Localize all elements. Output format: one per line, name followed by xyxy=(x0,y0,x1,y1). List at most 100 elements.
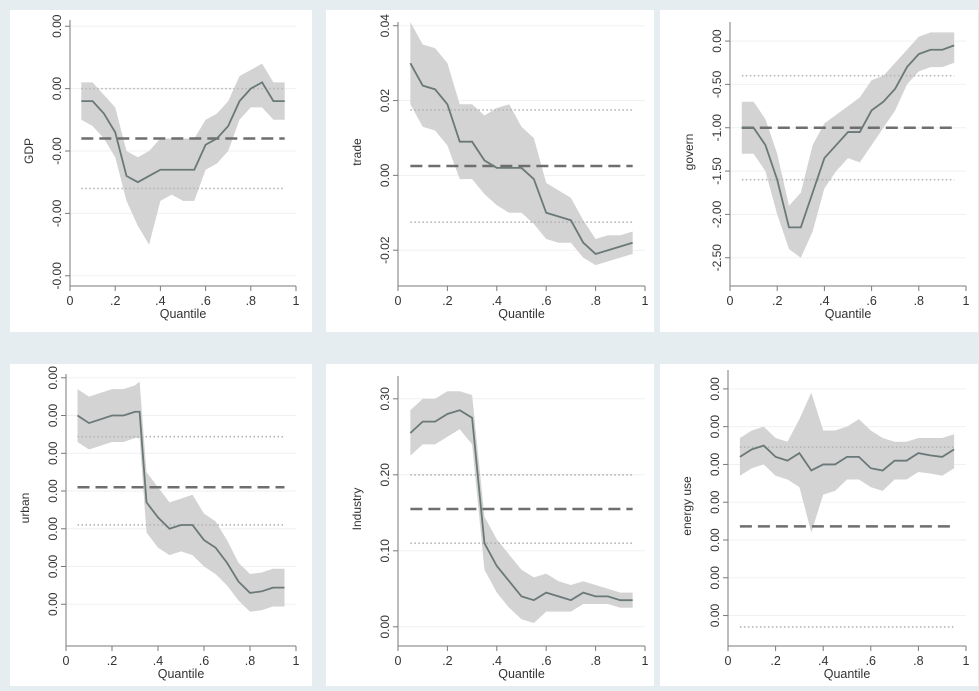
confidence-band xyxy=(410,391,633,623)
x-tick-label: .8 xyxy=(245,654,255,668)
y-tick-label: 0.00 xyxy=(50,14,64,38)
x-axis-title: Quantile xyxy=(158,667,205,681)
panel-5: 0.30 0.20 0.10 0.00 0 .2 .4 .6 .8 1 Quantile Indust… xyxy=(326,364,654,686)
x-axis-title: Quantile xyxy=(498,307,545,321)
panel-2: 0.04 0.02 0.00 -0.02 0 .2 .4 .6 .8 1 Quantile trade xyxy=(326,10,654,332)
y-tick-label: 0.10 xyxy=(378,539,392,563)
x-tick-label: .4 xyxy=(819,294,829,308)
y-tick-label: 0.00 xyxy=(46,517,60,541)
confidence-band xyxy=(410,22,633,266)
y-tick-label: 0.00 xyxy=(710,29,724,53)
y-tick-label: 0.00 xyxy=(708,604,722,628)
y-tick-label: 0.00 xyxy=(708,490,722,514)
y-tick-label: 0.02 xyxy=(378,89,392,113)
x-tick-label: 1 xyxy=(963,294,970,308)
y-tick-label: -0.50 xyxy=(710,70,724,98)
y-tick-label: -2.00 xyxy=(710,200,724,228)
x-tick-label: .2 xyxy=(107,654,117,668)
y-tick-label: 0.00 xyxy=(46,441,60,465)
quantile-estimate-line xyxy=(739,444,955,472)
quantile-estimate-line xyxy=(409,62,633,255)
y-tick-label: -0.00 xyxy=(50,199,64,227)
y-tick-label: 0.00 xyxy=(378,163,392,187)
y-axis-title: trade xyxy=(350,138,364,166)
x-tick-label: 0 xyxy=(63,654,70,668)
x-axis-title: Quantile xyxy=(160,307,207,321)
x-tick-label: 1 xyxy=(293,294,300,308)
quantile-estimate-line xyxy=(409,409,633,602)
x-tick-label: .6 xyxy=(866,654,876,668)
panel-3: 0.00 -0.50 -1.00 -1.50 -2.00 -2.50 0 .2 .4 .6 .8 1 Q… xyxy=(660,10,978,332)
y-axis-title: urban xyxy=(18,493,32,524)
y-tick-label: -0.00 xyxy=(50,137,64,165)
y-axis-title: energy use xyxy=(680,476,694,536)
x-tick-label: .2 xyxy=(110,294,120,308)
x-tick-label: .4 xyxy=(492,294,502,308)
y-tick-label: -0.00 xyxy=(50,262,64,290)
quantile-estimate-line xyxy=(81,81,285,184)
x-tick-label: 1 xyxy=(642,294,649,308)
x-tick-label: .6 xyxy=(199,654,209,668)
x-tick-label: 0 xyxy=(727,294,734,308)
x-tick-label: .4 xyxy=(492,654,502,668)
y-tick-label: 0.00 xyxy=(46,404,60,428)
x-tick-label: .4 xyxy=(155,294,165,308)
quantile-estimate-line xyxy=(77,410,285,594)
x-tick-label: .6 xyxy=(541,294,551,308)
panel-background xyxy=(660,364,978,686)
x-axis-title: Quantile xyxy=(825,307,872,321)
y-tick-label: -1.00 xyxy=(710,114,724,142)
y-tick-label: 0.04 xyxy=(378,14,392,38)
x-tick-label: .8 xyxy=(246,294,256,308)
confidence-band xyxy=(741,32,955,258)
x-tick-label: .2 xyxy=(442,654,452,668)
x-tick-label: .4 xyxy=(153,654,163,668)
x-tick-label: .2 xyxy=(442,294,452,308)
y-axis-title: GDP xyxy=(22,138,36,164)
y-tick-label: -1.50 xyxy=(710,157,724,185)
x-tick-label: .2 xyxy=(772,294,782,308)
x-tick-label: .2 xyxy=(770,654,780,668)
x-tick-label: .8 xyxy=(590,654,600,668)
x-tick-label: .4 xyxy=(818,654,828,668)
x-tick-label: .6 xyxy=(866,294,876,308)
x-tick-label: 0 xyxy=(67,294,74,308)
y-tick-label: -0.02 xyxy=(378,236,392,264)
x-tick-label: 1 xyxy=(963,654,970,668)
y-tick-label: 0.00 xyxy=(708,566,722,590)
y-tick-label: 0.30 xyxy=(378,387,392,411)
panel-1: 0.000.00-0.00-0.00-0.000.2.4.6.8 1Quantil… xyxy=(10,10,312,332)
y-tick-label: 0.00 xyxy=(46,592,60,616)
y-tick-label: 0.20 xyxy=(378,463,392,487)
y-tick-label: 0.00 xyxy=(708,528,722,552)
y-tick-label: 0.00 xyxy=(378,615,392,639)
x-tick-label: .8 xyxy=(913,654,923,668)
x-tick-label: .8 xyxy=(590,294,600,308)
x-tick-label: 0 xyxy=(395,294,402,308)
panel-6: 0.00 0.00 0.00 0.00 0.00 0.00 0.00 0 .2 .4 .6 .8 1 Qu… xyxy=(660,364,978,686)
panel-background xyxy=(326,364,654,686)
x-tick-label: .6 xyxy=(200,294,210,308)
confidence-band xyxy=(77,381,285,612)
y-axis-title: govern xyxy=(682,134,696,171)
x-tick-label: 1 xyxy=(642,654,649,668)
y-tick-label: 0.00 xyxy=(50,77,64,101)
confidence-band xyxy=(81,63,285,245)
x-tick-label: .6 xyxy=(541,654,551,668)
y-tick-label: -2.50 xyxy=(710,244,724,272)
confidence-band xyxy=(739,392,955,533)
y-tick-label: 0.00 xyxy=(708,415,722,439)
y-tick-label: 0.00 xyxy=(46,366,60,390)
x-axis-title: Quantile xyxy=(824,667,871,681)
x-axis-title: Quantile xyxy=(498,667,545,681)
y-tick-label: 0.00 xyxy=(708,452,722,476)
y-tick-label: 0.00 xyxy=(46,479,60,503)
panel-4: 0.00 0.00 0.00 0.00 0.00 0.00 0.00 0 .2 .4 .6 .8 1 Qu… xyxy=(10,364,312,686)
x-tick-label: 0 xyxy=(395,654,402,668)
x-tick-label: 1 xyxy=(293,654,300,668)
y-tick-label: 0.00 xyxy=(708,377,722,401)
quantile-estimate-line xyxy=(741,44,955,229)
x-tick-label: 0 xyxy=(725,654,732,668)
x-tick-label: .8 xyxy=(914,294,924,308)
